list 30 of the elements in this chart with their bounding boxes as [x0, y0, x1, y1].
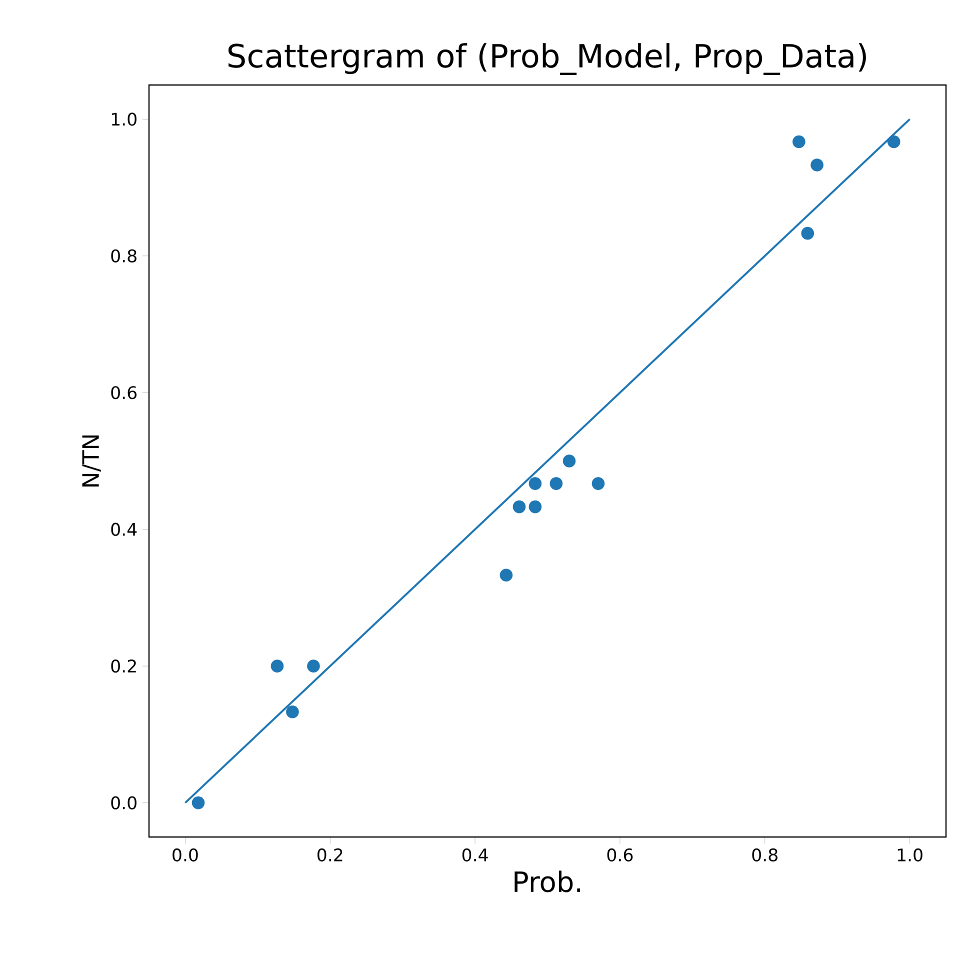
chart-title: Scattergram of (Prob_Model, Prop_Data) — [228, 43, 866, 75]
point — [887, 135, 900, 148]
x-tick-label: 0.6 — [607, 848, 633, 862]
point — [192, 796, 205, 810]
point — [286, 705, 299, 718]
point — [528, 477, 542, 490]
point — [810, 158, 824, 172]
y-tick-label: 1.0 — [112, 112, 136, 126]
x-tick-label: 0.8 — [752, 848, 778, 862]
y-tick-label: 0.2 — [111, 660, 136, 673]
point — [512, 500, 526, 514]
point — [792, 135, 806, 148]
point — [550, 477, 563, 490]
y-tick-label: 0.8 — [111, 249, 136, 262]
x-tick-label: 0.0 — [172, 848, 198, 862]
y-tick-label: 0.0 — [111, 796, 136, 810]
y-tick-label: 0.4 — [111, 522, 137, 536]
point — [270, 660, 284, 672]
x-axis-title: Prob. — [514, 870, 580, 892]
point — [592, 477, 605, 490]
x-tick-label: 0.2 — [318, 848, 342, 862]
x-tick-label: 1.0 — [898, 848, 922, 862]
y-tick-label: 0.6 — [111, 386, 137, 400]
x-tick-label: 0.4 — [462, 848, 488, 862]
point — [562, 454, 576, 468]
point — [307, 660, 320, 672]
point — [801, 226, 814, 240]
point — [500, 568, 513, 582]
point — [528, 500, 542, 514]
y-axis-title: N/TN — [82, 436, 101, 486]
